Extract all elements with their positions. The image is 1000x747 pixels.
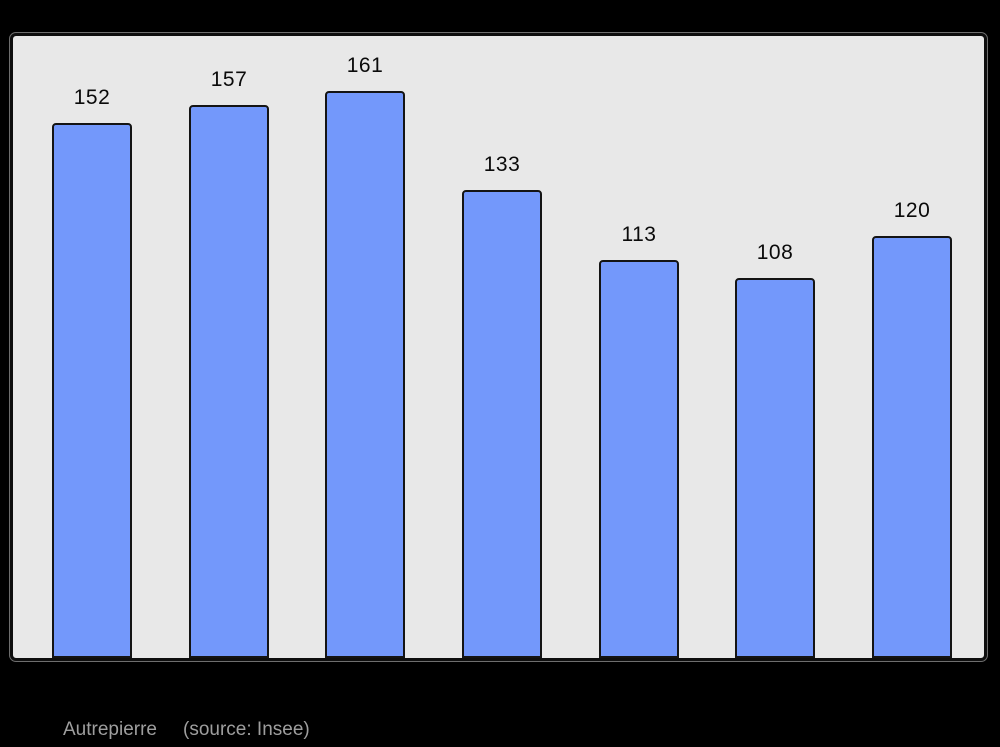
bar-value-label-4: 133 [483,153,521,176]
bar-value-label-7: 120 [893,199,931,222]
bar-2 [189,105,269,658]
bar-value-label-2: 157 [210,68,248,91]
plot-area: 152 157 161 133 113 108 120 [13,36,984,658]
bar-6 [735,278,815,658]
bar-5 [599,260,679,658]
bar-value-label-1: 152 [73,86,111,109]
caption-title: Autrepierre [63,719,157,740]
bar-7 [872,236,952,658]
bar-value-label-5: 113 [621,223,657,246]
chart-frame: 152 157 161 133 113 108 120 [9,32,988,662]
bar-3 [325,91,405,658]
caption-source: (source: Insee) [183,719,310,740]
bar-4 [462,190,542,658]
chart-caption: Autrepierre (source: Insee) [63,718,310,742]
bar-value-label-6: 108 [756,241,794,264]
bar-value-label-3: 161 [346,54,384,77]
bar-1 [52,123,132,658]
